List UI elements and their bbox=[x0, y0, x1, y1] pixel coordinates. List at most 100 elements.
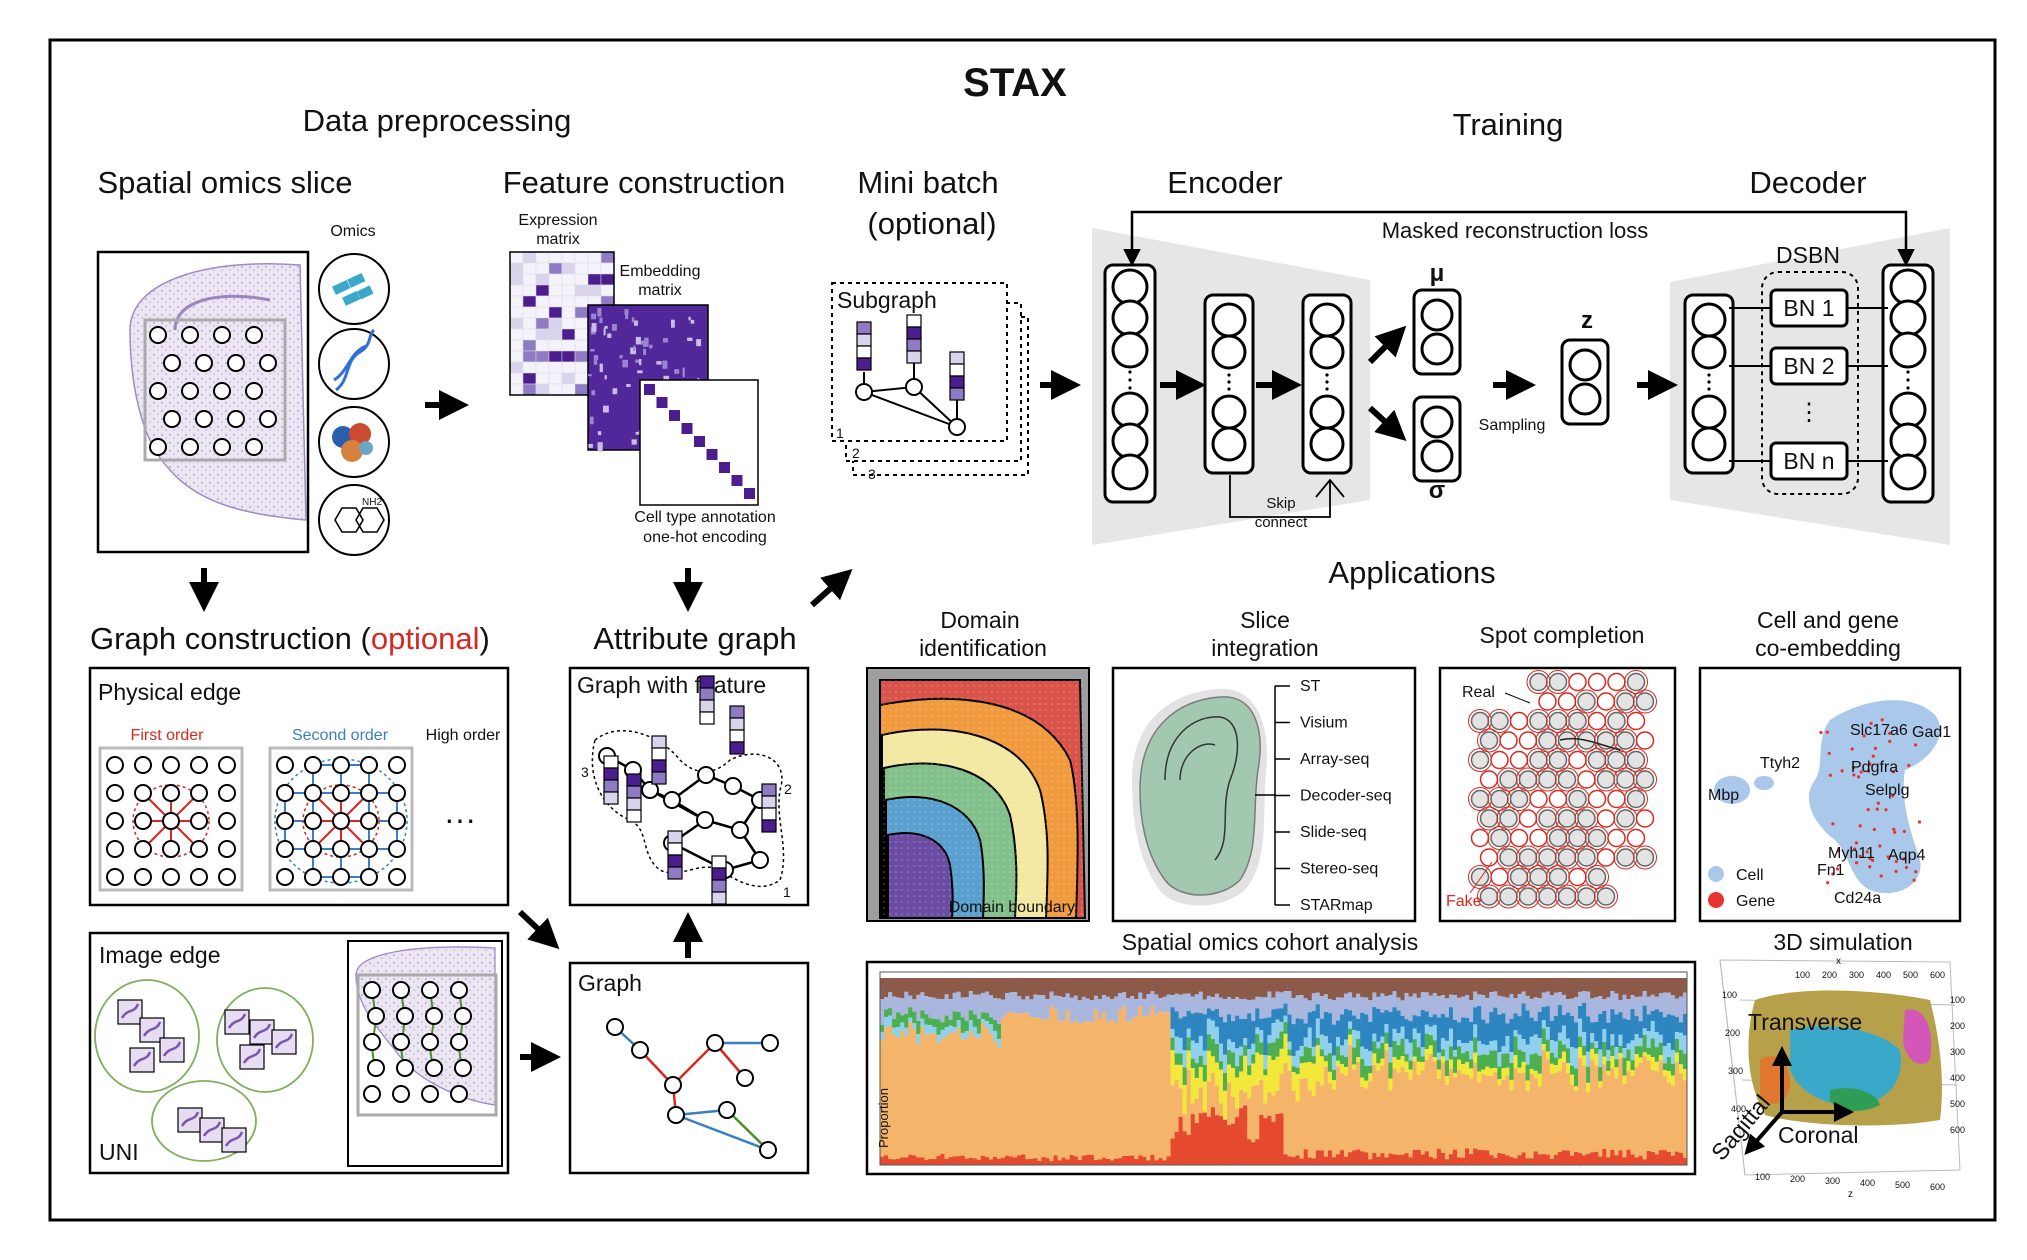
cohort-segment bbox=[1284, 1034, 1288, 1063]
attr-feature-cell bbox=[730, 706, 744, 718]
cohort-segment bbox=[892, 997, 896, 1019]
cohort-segment bbox=[1622, 1076, 1626, 1085]
cohort-segment bbox=[916, 978, 920, 995]
cohort-segment bbox=[1614, 1155, 1618, 1165]
expr-cell bbox=[549, 373, 562, 384]
cohort-segment bbox=[1251, 978, 1255, 1000]
cohort-segment bbox=[1489, 1076, 1493, 1155]
cohort-segment bbox=[1401, 1155, 1405, 1165]
attr-feature-cell bbox=[762, 796, 776, 808]
cohort-segment bbox=[1425, 1151, 1429, 1165]
tick-label: 500 bbox=[1895, 1180, 1910, 1190]
gene-dot bbox=[1867, 808, 1870, 811]
cohort-segment bbox=[1336, 1154, 1340, 1165]
cohort-segment bbox=[1324, 994, 1328, 1012]
cohort-segment bbox=[1114, 978, 1118, 997]
cohort-segment bbox=[1348, 1022, 1352, 1029]
cohort-segment bbox=[1086, 1155, 1090, 1165]
cohort-segment bbox=[1380, 1012, 1384, 1036]
cohort-segment bbox=[1651, 978, 1655, 995]
sim3d-sagittal: Sagittal bbox=[1706, 1090, 1775, 1165]
cohort-segment bbox=[1477, 1055, 1481, 1071]
cohort-segment bbox=[1578, 1037, 1582, 1047]
ellipsis-dot bbox=[1707, 380, 1710, 383]
grid-node bbox=[163, 869, 179, 885]
real-spot bbox=[1617, 849, 1634, 866]
cohort-segment bbox=[1469, 1059, 1473, 1068]
cohort-segment bbox=[1227, 997, 1231, 1014]
cohort-segment bbox=[1187, 1038, 1191, 1051]
gene-dot bbox=[1892, 828, 1895, 831]
cohort-segment bbox=[1538, 1087, 1542, 1155]
cohort-segment bbox=[1336, 978, 1340, 997]
real-spot bbox=[1539, 732, 1556, 749]
cohort-segment bbox=[1211, 978, 1215, 997]
cohort-segment bbox=[1522, 992, 1526, 1004]
cohort-segment bbox=[1328, 1150, 1332, 1165]
cohort-segment bbox=[1296, 1051, 1300, 1068]
cohort-segment bbox=[1606, 1075, 1610, 1158]
grid-node bbox=[333, 785, 349, 801]
cohort-segment bbox=[1675, 1039, 1679, 1053]
cohort-segment bbox=[1610, 1034, 1614, 1045]
cohort-segment bbox=[1235, 1048, 1239, 1066]
cohort-segment bbox=[1368, 978, 1372, 1000]
emb-stroke bbox=[588, 374, 592, 376]
cohort-segment bbox=[1045, 978, 1049, 999]
cohort-segment bbox=[1090, 1155, 1094, 1165]
grid-node bbox=[219, 757, 235, 773]
cohort-segment bbox=[1219, 1017, 1223, 1044]
cohort-segment bbox=[1388, 1154, 1392, 1165]
real-spot bbox=[1559, 810, 1576, 827]
gene-dot bbox=[1859, 824, 1862, 827]
cohort-segment bbox=[1405, 1054, 1409, 1061]
cohort-segment bbox=[957, 1028, 961, 1156]
cohort-segment bbox=[1493, 1051, 1497, 1068]
emb-stroke bbox=[619, 355, 622, 358]
tech-label: Decoder-seq bbox=[1300, 788, 1392, 805]
grid-node bbox=[389, 757, 405, 773]
cohort-segment bbox=[1392, 991, 1396, 1007]
cohort-segment bbox=[924, 1024, 928, 1034]
cohort-segment bbox=[1594, 997, 1598, 1022]
cohort-segment bbox=[1166, 1156, 1170, 1165]
neuron bbox=[1113, 455, 1147, 489]
spot-completion-title: Spot completion bbox=[1480, 622, 1645, 648]
gene-dot bbox=[1826, 731, 1829, 734]
cohort-segment bbox=[1469, 1022, 1473, 1041]
cohort-segment bbox=[1247, 1075, 1251, 1098]
attr-feature-cell bbox=[652, 760, 666, 772]
ellipsis-dot bbox=[1325, 380, 1328, 383]
cohort-segment bbox=[1501, 1080, 1505, 1154]
grid-node bbox=[107, 869, 123, 885]
cohort-segment bbox=[1219, 998, 1223, 1017]
cohort-segment bbox=[1671, 995, 1675, 1015]
cohort-segment bbox=[880, 1025, 884, 1032]
real-spot bbox=[1628, 791, 1645, 808]
cohort-segment bbox=[1433, 978, 1437, 993]
cohort-segment bbox=[1554, 1073, 1558, 1155]
cohort-segment bbox=[1457, 1022, 1461, 1040]
cohort-segment bbox=[1651, 1038, 1655, 1057]
cohort-segment bbox=[981, 1023, 985, 1156]
cohort-segment bbox=[1485, 998, 1489, 1023]
cohort-segment bbox=[1372, 992, 1376, 1007]
cohort-segment bbox=[1191, 1059, 1195, 1069]
real-spot bbox=[1617, 810, 1634, 827]
cohort-segment bbox=[1485, 1150, 1489, 1165]
cohort-segment bbox=[1401, 1000, 1405, 1016]
emb-stroke bbox=[604, 328, 606, 335]
cohort-segment bbox=[1288, 1050, 1292, 1056]
attr-feature-cell bbox=[730, 742, 744, 754]
cohort-segment bbox=[1485, 1045, 1489, 1055]
real-spot bbox=[1472, 713, 1489, 730]
cohort-segment bbox=[1239, 1046, 1243, 1055]
cohort-segment bbox=[1675, 1017, 1679, 1032]
cohort-segment bbox=[1154, 1160, 1158, 1165]
real-spot bbox=[1530, 674, 1547, 691]
cohort-segment bbox=[1191, 978, 1195, 997]
cohort-segment bbox=[1227, 1039, 1231, 1050]
cohort-segment bbox=[1308, 1048, 1312, 1062]
cohort-segment bbox=[1497, 1067, 1501, 1080]
expr-cell bbox=[510, 340, 523, 351]
